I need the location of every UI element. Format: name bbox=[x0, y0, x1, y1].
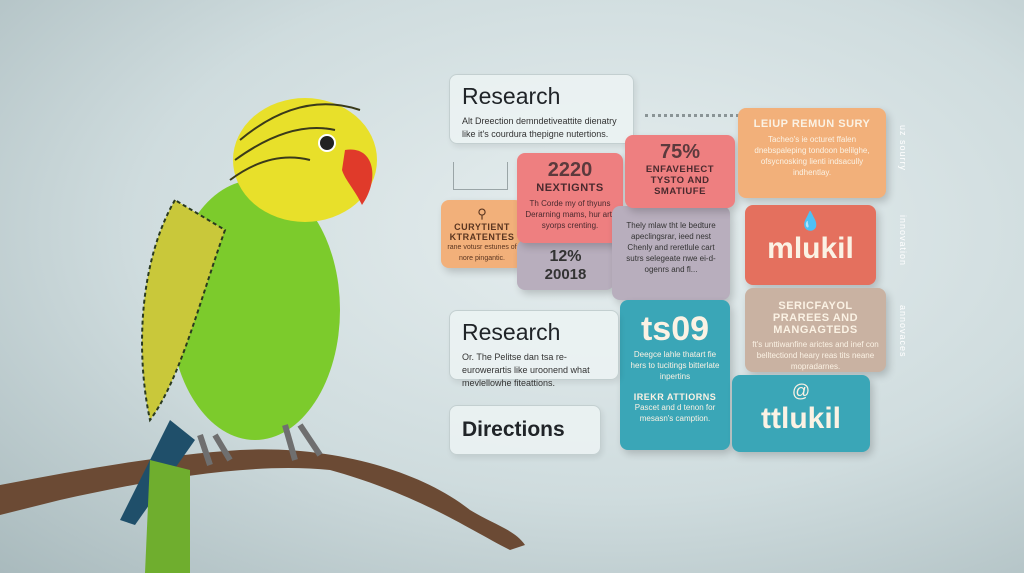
sericfayol-text: ft's unttiwanfine arictes and inef con b… bbox=[752, 340, 879, 371]
teal-09-value: ts09 bbox=[640, 310, 710, 348]
nextignts-title: NEXTIGNTS bbox=[536, 182, 604, 194]
branch bbox=[0, 449, 525, 550]
leiup-card: LEIUP REMUN SURY Tacheo's ie octuret ffa… bbox=[738, 108, 886, 198]
research-card-bottom: Research Or. The Pelitse dan tsa re-euro… bbox=[449, 310, 619, 388]
purple-text: Thely mlaw tht le bedture apeclingsrar, … bbox=[626, 221, 716, 274]
research-card-top: Research Alt Dreection demndetiveattite … bbox=[449, 74, 634, 144]
teal-09-text2: Pascet and d tenon for mesasn's camption… bbox=[634, 403, 716, 423]
research-title: Research bbox=[462, 83, 561, 109]
mlukil-teal-card: @ ttlukil bbox=[732, 375, 870, 452]
leiup-text: Tacheo's ie octuret ffalen dnebspaleping… bbox=[754, 135, 870, 177]
leiup-title: LEIUP REMUN SURY bbox=[753, 118, 871, 130]
nextignts-text: Th Corde my of thyuns Derarning mams, hu… bbox=[525, 199, 615, 230]
parrot-tail-lower bbox=[145, 460, 190, 573]
parrot-wing bbox=[141, 198, 227, 423]
curytient-title: CURYTIENT KTRATENTES bbox=[449, 222, 515, 242]
grid-icon bbox=[453, 162, 508, 190]
stat-75-card: 75% ENFAVEHECT TYSTO AND SMATIUFE bbox=[625, 135, 735, 208]
curytient-text: rane votusr estunes of nore pingantic. bbox=[447, 244, 517, 262]
stat-75-value: 75% bbox=[659, 141, 701, 163]
side-label: uz sourry bbox=[898, 125, 908, 172]
teal-09-card: ts09 Deegce lahle thatart fie hers to tu… bbox=[620, 300, 730, 450]
mlukil-teal-label: ttlukil bbox=[761, 402, 841, 435]
parrot-beak bbox=[342, 149, 373, 205]
directions-title: Directions bbox=[462, 418, 565, 441]
flame-icon: 💧 bbox=[799, 211, 822, 231]
nextignts-value: 2220 bbox=[547, 159, 593, 181]
dotted-connector bbox=[645, 114, 745, 117]
mlukil-red-card: 💧 mlukil bbox=[745, 205, 876, 285]
sericfayol-title: SERICFAYOL PRAREES AND MANGAGTEDS bbox=[772, 300, 859, 336]
at-icon: @ bbox=[791, 381, 811, 401]
side-label: innovation bbox=[898, 215, 908, 267]
parrot-eye bbox=[318, 134, 336, 152]
curytient-card: ⚲ CURYTIENT KTRATENTES rane votusr estun… bbox=[441, 200, 523, 268]
mlukil-red-label: mlukil bbox=[767, 232, 854, 265]
research-bottom-title: Research bbox=[462, 319, 561, 345]
research-bottom-text: Or. The Pelitse dan tsa re-eurowerartis … bbox=[462, 352, 590, 388]
stat-75-title: ENFAVEHECT TYSTO AND SMATIUFE bbox=[645, 164, 715, 197]
purple-card: Thely mlaw tht le bedture apeclingsrar, … bbox=[612, 206, 730, 300]
stat-12-sub: 20018 bbox=[544, 266, 587, 283]
stat-12-card: 12% 20018 bbox=[517, 240, 614, 290]
nextignts-card: 2220 NEXTIGNTS Th Corde my of thyuns Der… bbox=[517, 153, 623, 243]
research-text: Alt Dreection demndetiveattite dienatry … bbox=[462, 116, 617, 139]
sericfayol-card: SERICFAYOL PRAREES AND MANGAGTEDS ft's u… bbox=[745, 288, 886, 372]
side-label: annovaces bbox=[898, 305, 908, 358]
directions-card: Directions bbox=[449, 405, 601, 455]
parrot-feet bbox=[197, 423, 323, 466]
teal-09-title: IREKR ATTIORNS bbox=[633, 392, 717, 402]
parrot-head-stripes bbox=[229, 103, 361, 181]
stat-12-value: 12% bbox=[549, 248, 582, 265]
parrot-head bbox=[233, 98, 377, 222]
magnifier-icon: ⚲ bbox=[477, 206, 487, 221]
teal-09-text: Deegce lahle thatart fie hers to tucitin… bbox=[630, 350, 720, 381]
